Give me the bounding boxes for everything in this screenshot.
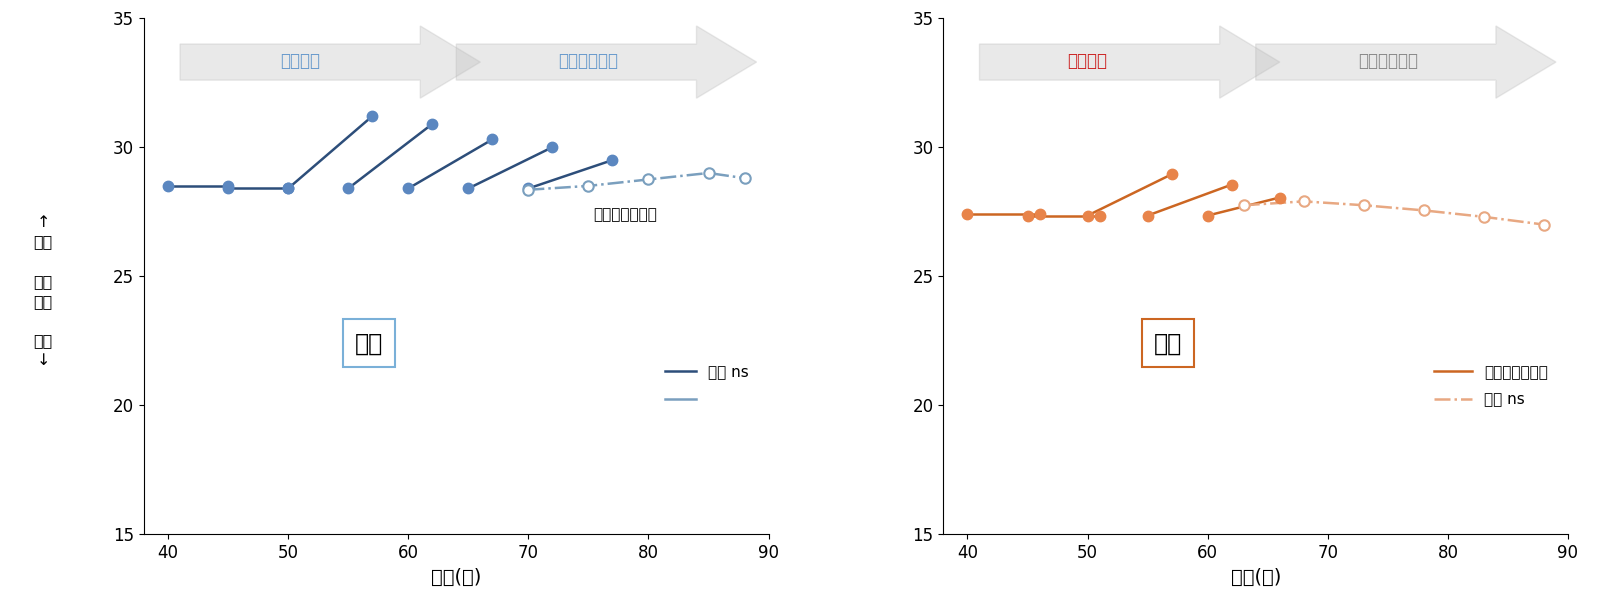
Text: ↑
高い
 
自尊
感情
 
低い
↓: ↑ 高い 自尊 感情 低い ↓: [34, 214, 53, 368]
X-axis label: 年齢(歳): 年齢(歳): [1230, 568, 1282, 586]
Text: 安定している: 安定している: [558, 52, 618, 70]
Legend: 傾き有意（正）, 傾き ns: 傾き有意（正）, 傾き ns: [1427, 359, 1554, 413]
Text: 上昇する: 上昇する: [280, 52, 320, 70]
Text: 傾き有意（正）: 傾き有意（正）: [594, 207, 658, 222]
Text: 安定している: 安定している: [1358, 52, 1418, 70]
Polygon shape: [181, 26, 480, 98]
Polygon shape: [979, 26, 1280, 98]
X-axis label: 年齢(歳): 年齢(歳): [430, 568, 482, 586]
Text: 女性: 女性: [1154, 331, 1182, 355]
Text: 上昇する: 上昇する: [1067, 52, 1107, 70]
Polygon shape: [456, 26, 757, 98]
Text: 男性: 男性: [355, 331, 382, 355]
Legend: 傾き ns, : 傾き ns,: [659, 359, 755, 413]
Polygon shape: [1256, 26, 1555, 98]
